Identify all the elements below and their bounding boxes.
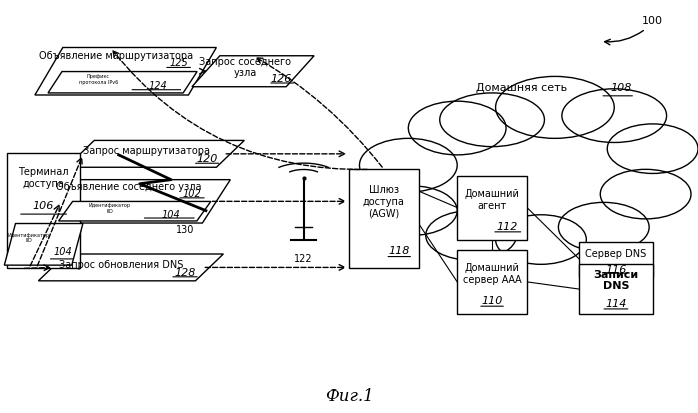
Polygon shape [35, 47, 216, 95]
Text: Терминал
доступа: Терминал доступа [18, 167, 69, 189]
Ellipse shape [607, 124, 698, 173]
Polygon shape [38, 254, 223, 281]
Text: 114: 114 [605, 299, 627, 309]
Ellipse shape [558, 202, 649, 252]
Text: Идентификатор
IID: Идентификатор IID [89, 204, 131, 214]
Text: 102: 102 [183, 188, 202, 199]
Bar [579, 242, 653, 277]
Text: Объявление соседнего узла: Объявление соседнего узла [56, 182, 201, 192]
Text: Запрос маршрутизатора: Запрос маршрутизатора [83, 146, 210, 156]
Ellipse shape [496, 76, 614, 138]
Text: Объявление маршрутизатора: Объявление маршрутизатора [39, 50, 193, 61]
Polygon shape [66, 140, 244, 167]
Text: 110: 110 [482, 296, 503, 306]
Text: 125: 125 [169, 58, 188, 68]
Bar [349, 169, 419, 268]
Ellipse shape [366, 186, 457, 235]
Text: 122: 122 [295, 254, 313, 264]
Ellipse shape [562, 89, 667, 142]
Text: 108: 108 [611, 83, 632, 93]
Text: 130: 130 [176, 225, 194, 235]
Polygon shape [4, 223, 83, 265]
Text: Записи
DNS: Записи DNS [593, 270, 639, 292]
Ellipse shape [426, 211, 517, 260]
Text: 118: 118 [389, 246, 410, 256]
Text: 128: 128 [174, 268, 195, 278]
Text: 104: 104 [53, 247, 72, 257]
Bar [579, 264, 653, 314]
Ellipse shape [440, 93, 544, 147]
Polygon shape [48, 71, 197, 93]
Text: 104: 104 [161, 210, 180, 220]
Text: Префикс
протокола IPv6: Префикс протокола IPv6 [79, 74, 118, 85]
Text: Сервер DNS: Сервер DNS [586, 249, 646, 259]
Text: Домашняя сеть: Домашняя сеть [476, 83, 571, 93]
Bar [457, 250, 527, 314]
Ellipse shape [408, 101, 506, 155]
Text: Фиг.1: Фиг.1 [325, 388, 373, 405]
Polygon shape [192, 56, 314, 87]
Ellipse shape [600, 169, 691, 219]
Text: Идентификатор
IID: Идентификатор IID [8, 233, 50, 244]
Text: 116: 116 [605, 265, 627, 275]
Text: Домашний
агент: Домашний агент [465, 189, 519, 211]
Bar [7, 153, 80, 268]
Text: Запрос соседнего
узла: Запрос соседнего узла [200, 57, 292, 78]
Text: 112: 112 [497, 222, 518, 232]
Ellipse shape [359, 138, 457, 192]
Text: 106: 106 [33, 201, 54, 211]
Text: 100: 100 [642, 16, 663, 26]
Text: Запрос обновления DNS: Запрос обновления DNS [59, 260, 184, 270]
Text: Домашний
сервер ААА: Домашний сервер ААА [463, 263, 521, 285]
Text: 124: 124 [149, 81, 167, 91]
Polygon shape [59, 202, 211, 221]
Bar [457, 176, 527, 240]
Text: 126: 126 [271, 74, 292, 84]
Polygon shape [387, 107, 674, 223]
Polygon shape [45, 180, 230, 223]
Ellipse shape [496, 215, 586, 264]
Text: Шлюз
доступа
(AGW): Шлюз доступа (AGW) [363, 185, 405, 218]
Text: 120: 120 [196, 154, 218, 164]
